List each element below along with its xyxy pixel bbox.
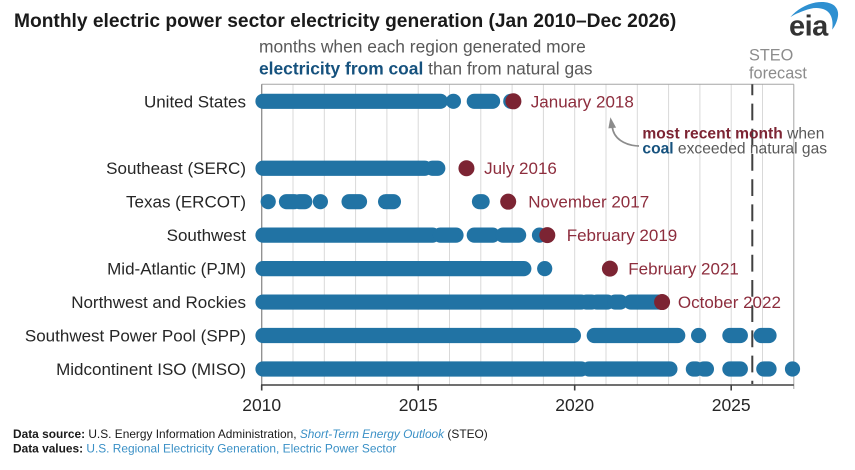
svg-text:Data source: U.S. Energy Infor: Data source: U.S. Energy Information Adm… — [13, 427, 488, 441]
svg-text:Southwest Power Pool (SPP): Southwest Power Pool (SPP) — [25, 327, 246, 346]
svg-text:February 2019: February 2019 — [567, 226, 678, 245]
svg-text:November 2017: November 2017 — [528, 193, 649, 212]
svg-text:STEO: STEO — [749, 47, 793, 65]
svg-text:most recent month when: most recent month when — [642, 126, 824, 143]
svg-text:Mid-Atlantic (PJM): Mid-Atlantic (PJM) — [107, 260, 246, 279]
svg-text:2015: 2015 — [399, 395, 438, 415]
svg-text:2010: 2010 — [242, 395, 281, 415]
svg-text:Southeast (SERC): Southeast (SERC) — [106, 159, 246, 178]
svg-text:Southwest: Southwest — [167, 226, 247, 245]
svg-text:United States: United States — [144, 92, 246, 111]
svg-text:Data values: U.S. Regional Ele: Data values: U.S. Regional Electricity G… — [13, 442, 396, 456]
svg-text:Northwest and Rockies: Northwest and Rockies — [71, 293, 246, 312]
svg-text:coal exceeded natural gas: coal exceeded natural gas — [642, 140, 827, 157]
svg-text:electricity from coal than fro: electricity from coal than from natural … — [259, 58, 593, 78]
svg-text:January 2018: January 2018 — [531, 92, 634, 111]
svg-text:months when each region genera: months when each region generated more — [259, 37, 586, 57]
svg-text:Monthly electric power sector: Monthly electric power sector electricit… — [14, 11, 676, 32]
svg-text:July 2016: July 2016 — [484, 159, 557, 178]
svg-text:eia: eia — [789, 11, 829, 43]
svg-text:2020: 2020 — [555, 395, 594, 415]
svg-text:Midcontinent ISO (MISO): Midcontinent ISO (MISO) — [56, 360, 246, 379]
svg-text:Texas (ERCOT): Texas (ERCOT) — [126, 193, 246, 212]
svg-text:forecast: forecast — [749, 65, 807, 83]
svg-text:February 2021: February 2021 — [628, 260, 739, 279]
svg-text:2025: 2025 — [712, 395, 751, 415]
svg-text:October 2022: October 2022 — [678, 293, 781, 312]
